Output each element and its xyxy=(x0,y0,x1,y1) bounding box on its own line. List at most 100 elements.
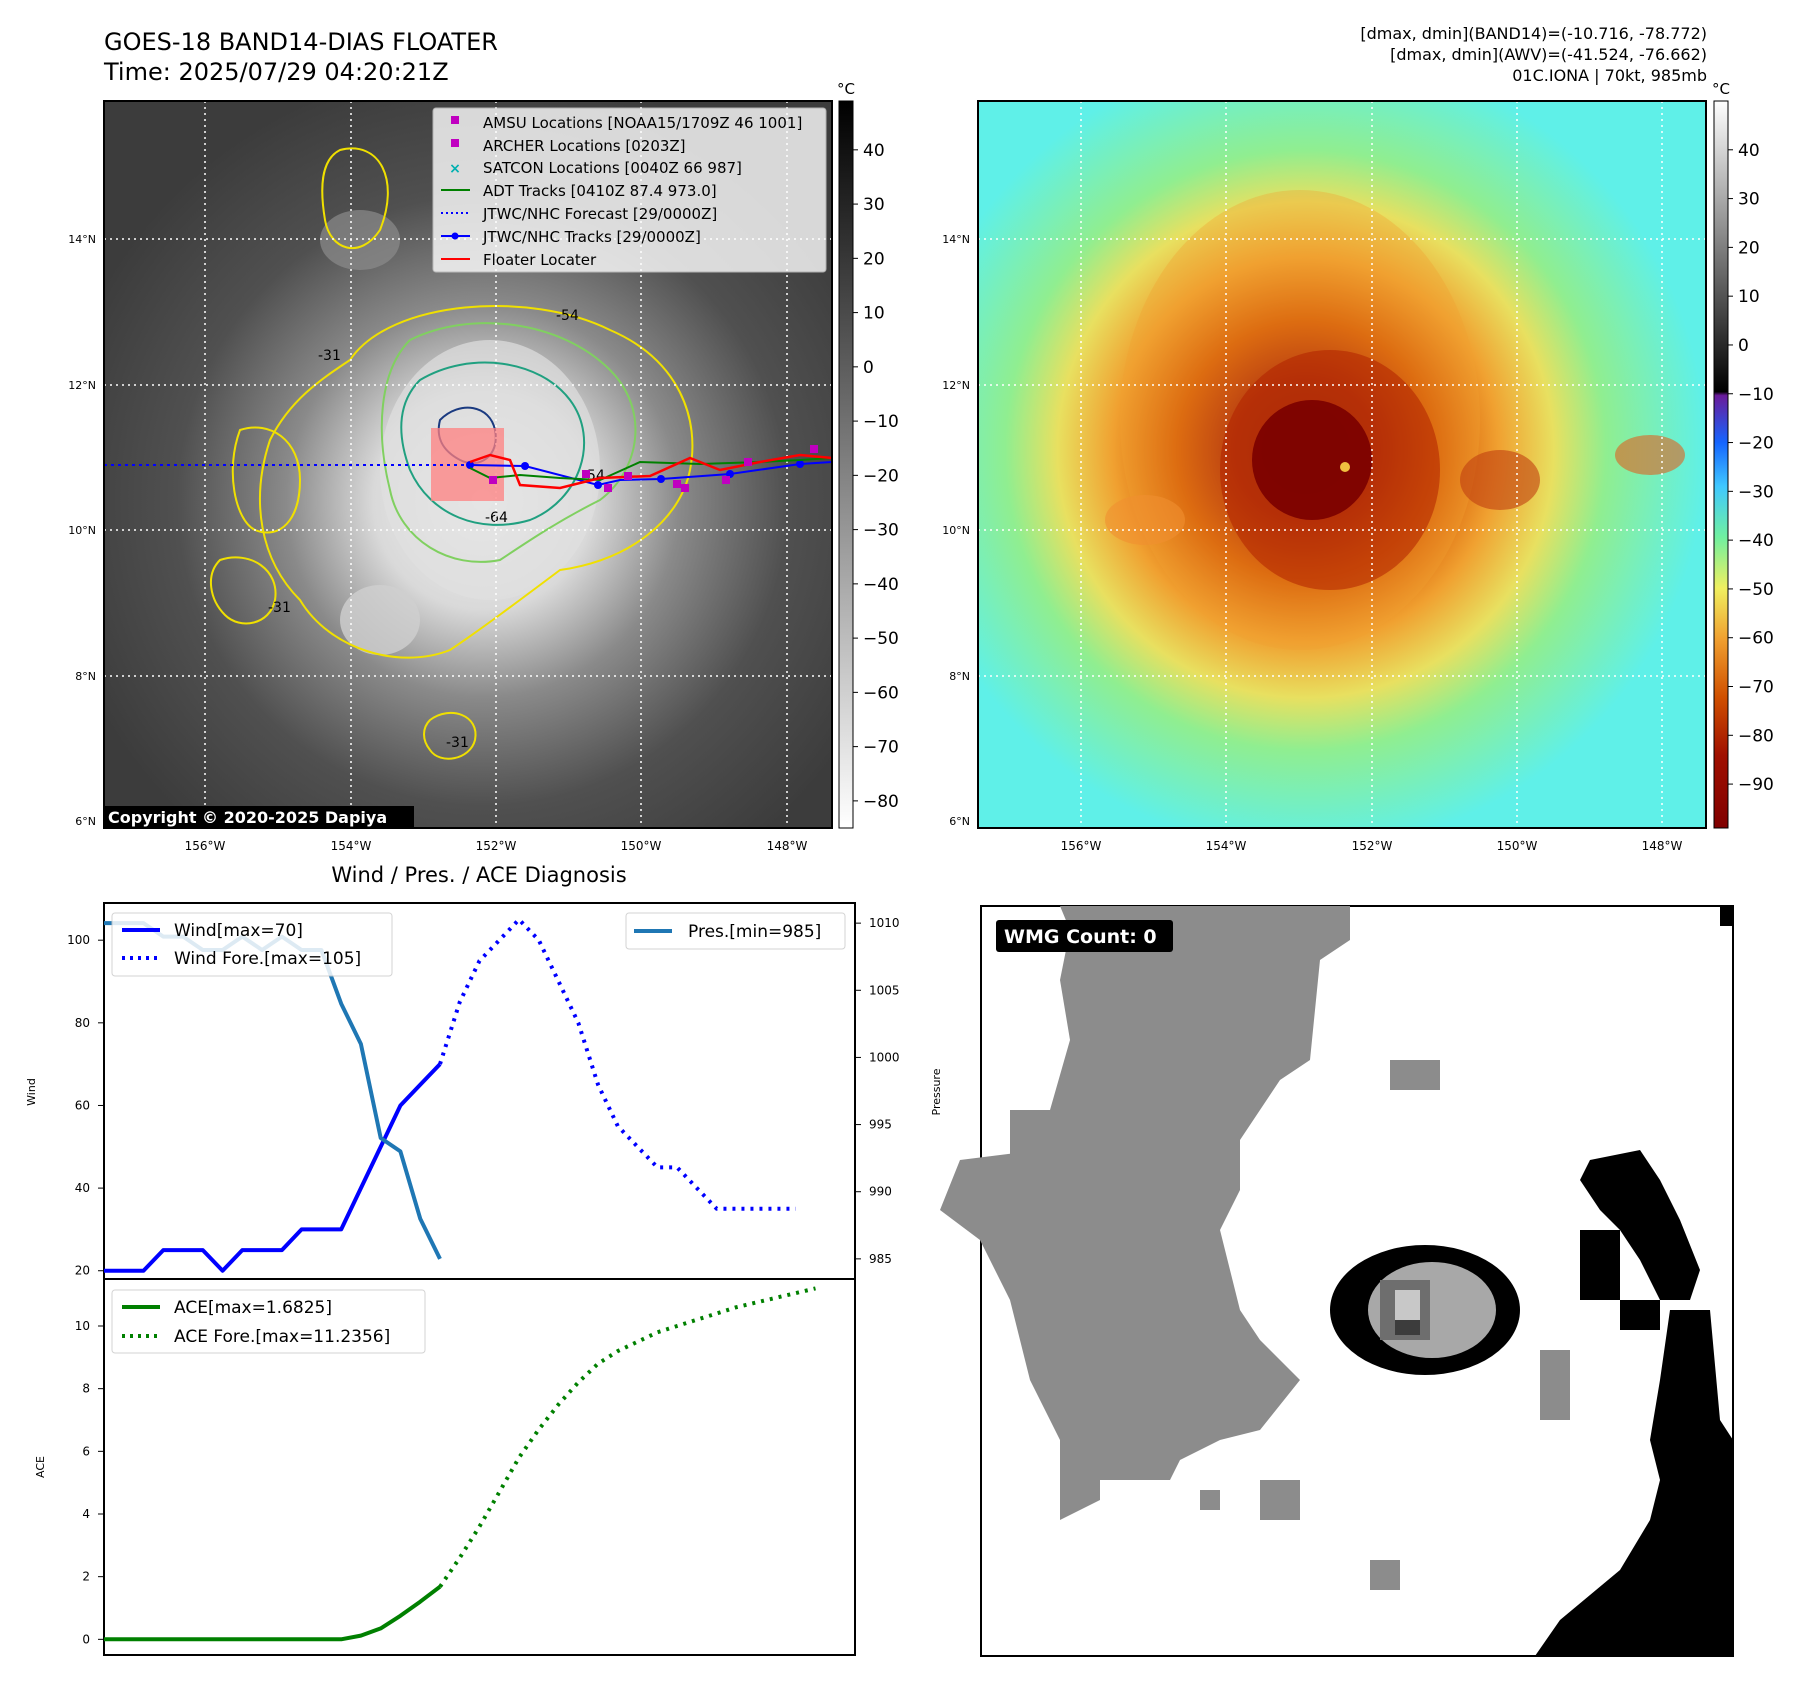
colorbar-tick-label: −60 xyxy=(863,683,899,703)
tracks-legend-marker xyxy=(451,232,459,240)
lat-label: 14°N xyxy=(68,233,96,246)
series-line xyxy=(438,1286,816,1588)
ir-colorbar-unit: °C xyxy=(837,80,855,98)
y-tick-right-label: 995 xyxy=(869,1118,892,1132)
contour-label: -31 xyxy=(268,600,291,616)
colorbar-tick-label: 0 xyxy=(863,358,874,378)
colorbar-tick-label: 0 xyxy=(1738,336,1749,356)
y-tick-right-label: 1005 xyxy=(869,983,900,997)
ace-fore-legend-label: ACE Fore.[max=11.2356] xyxy=(174,1327,390,1347)
lat-label: 6°N xyxy=(75,815,96,828)
y-tick-label: 40 xyxy=(75,1181,90,1195)
dias-eye xyxy=(1340,462,1350,472)
ace-legend: ACE[max=1.6825] ACE Fore.[max=11.2356] xyxy=(111,1289,426,1354)
colorbar-tick-label: 30 xyxy=(1738,190,1760,210)
lon-label: 148°W xyxy=(1642,839,1683,853)
dias-map-frame xyxy=(977,100,1707,829)
y-tick-label: 20 xyxy=(75,1264,90,1278)
dias-map-panel: 14°N 12°N 10°N 8°N 6°N 156°W 154°W 152°W… xyxy=(942,80,1774,853)
colorbar-tick-label: −10 xyxy=(1738,385,1774,405)
lon-label: 150°W xyxy=(621,839,662,853)
y-tick-label: 2 xyxy=(82,1570,90,1584)
wmg-eye xyxy=(1330,1245,1520,1375)
ace-chart: 0 2 4 6 8 10 ACE ACE[max=1.6825] ACE Fore.[ma… xyxy=(34,1278,856,1656)
ir-colorbar xyxy=(838,100,854,829)
colorbar-tick-label: 40 xyxy=(1738,141,1760,161)
jtwc-track-line xyxy=(469,461,833,487)
legend-item: ADT Tracks [0410Z 87.4 973.0] xyxy=(483,182,717,200)
lat-label: 12°N xyxy=(942,379,970,392)
wind-axis-label: Wind xyxy=(25,1078,38,1106)
amsu-markers xyxy=(489,445,818,492)
ir-map-panel: -54 -64 -54 -31 -31 -31 xyxy=(68,80,899,853)
contour-label: -31 xyxy=(446,735,469,751)
y-tick-label: 60 xyxy=(75,1098,90,1112)
colorbar-tick-label: 10 xyxy=(1738,287,1760,307)
lat-label: 6°N xyxy=(949,815,970,828)
y-tick-label: 6 xyxy=(82,1444,90,1458)
colorbar-tick-label: −30 xyxy=(1738,482,1774,502)
colorbar-tick-label: 40 xyxy=(863,141,885,161)
legend-item: AMSU Locations [NOAA15/1709Z 46 1001] xyxy=(483,114,802,132)
pressure-axis: 985 990 995 1000 1005 1010 xyxy=(855,916,900,1266)
lon-label: 150°W xyxy=(1497,839,1538,853)
pressure-legend: Pres.[min=985] xyxy=(625,912,846,950)
wmg-outer-ring xyxy=(1535,906,1733,1656)
y-tick-label: 4 xyxy=(82,1507,90,1521)
wind-axis: 20 40 60 80 100 xyxy=(67,933,104,1278)
wmg-count-label: WMG Count: 0 xyxy=(1004,926,1157,948)
lon-label: 156°W xyxy=(185,839,226,853)
dias-cloud-band xyxy=(1105,495,1185,545)
dias-colorbar-ticks: 40 30 20 10 0 −10 −20 −30 −40 −50 −60 −70 −80 −90 xyxy=(1728,141,1774,795)
ir-cloud-band xyxy=(320,210,400,270)
ir-legend: AMSU Locations [NOAA15/1709Z 46 1001] AR… xyxy=(432,107,827,273)
dias-lat-labels: 14°N 12°N 10°N 8°N 6°N xyxy=(942,233,970,828)
ace-series-group xyxy=(104,1286,816,1642)
dias-cloud-band xyxy=(1615,435,1685,475)
archer-legend-marker xyxy=(451,139,459,147)
colorbar-tick-label: −20 xyxy=(863,466,899,486)
colorbar-tick-label: 30 xyxy=(863,195,885,215)
legend-item: SATCON Locations [0040Z 66 987] xyxy=(483,159,742,177)
colorbar-tick-label: −20 xyxy=(1738,434,1774,454)
ace-axis: 0 2 4 6 8 10 xyxy=(75,1319,104,1646)
colorbar-tick-label: −40 xyxy=(863,575,899,595)
pressure-legend-label: Pres.[min=985] xyxy=(688,922,821,942)
dias-cloud-band xyxy=(1460,450,1540,510)
ir-cloud-band xyxy=(340,585,420,655)
lon-label: 156°W xyxy=(1061,839,1102,853)
colorbar-tick-label: −50 xyxy=(863,629,899,649)
colorbar-tick-label: −40 xyxy=(1738,531,1774,551)
colorbar-tick-label: −80 xyxy=(863,792,899,812)
ace-axis-label: ACE xyxy=(34,1456,47,1478)
ir-lat-labels: 14°N 12°N 10°N 8°N 6°N xyxy=(68,233,96,828)
y-tick-right-label: 990 xyxy=(869,1185,892,1199)
colorbar-tick-label: −70 xyxy=(863,738,899,758)
lon-label: 154°W xyxy=(331,839,372,853)
colorbar-tick-label: −90 xyxy=(1738,775,1774,795)
y-tick-label: 0 xyxy=(82,1632,90,1646)
wind-pressure-chart: 20 40 60 80 100 985 990 995 1000 1005 1010 Wind P… xyxy=(25,902,943,1280)
ir-colorbar-ticks: 40 30 20 10 0 −10 −20 −30 −40 −50 −60 −70 −80 xyxy=(853,141,899,812)
lon-label: 152°W xyxy=(476,839,517,853)
y-tick-label: 10 xyxy=(75,1319,90,1333)
copyright-badge xyxy=(104,806,414,828)
legend-item: Floater Locater xyxy=(483,251,597,269)
storm-info: 01C.IONA | 70kt, 985mb xyxy=(1512,66,1707,85)
ir-lon-labels: 156°W 154°W 152°W 150°W 148°W xyxy=(185,839,808,853)
y-tick-label: 100 xyxy=(67,933,90,947)
band14-range: [dmax, dmin](BAND14)=(-10.716, -78.772) xyxy=(1360,24,1707,43)
wind-fore-legend-label: Wind Fore.[max=105] xyxy=(174,949,361,969)
satcon-x-icon: × xyxy=(449,161,461,177)
contour-label: -31 xyxy=(318,348,341,364)
y-tick-label: 8 xyxy=(82,1382,90,1396)
lat-label: 10°N xyxy=(942,524,970,537)
colorbar-tick-label: 20 xyxy=(1738,238,1760,258)
lat-label: 12°N xyxy=(68,379,96,392)
lon-label: 154°W xyxy=(1206,839,1247,853)
amsu-legend-marker xyxy=(451,116,459,124)
legend-item: JTWC/NHC Tracks [29/0000Z] xyxy=(482,228,701,246)
lat-label: 8°N xyxy=(949,670,970,683)
diagnosis-title: Wind / Pres. / ACE Diagnosis xyxy=(331,863,626,887)
